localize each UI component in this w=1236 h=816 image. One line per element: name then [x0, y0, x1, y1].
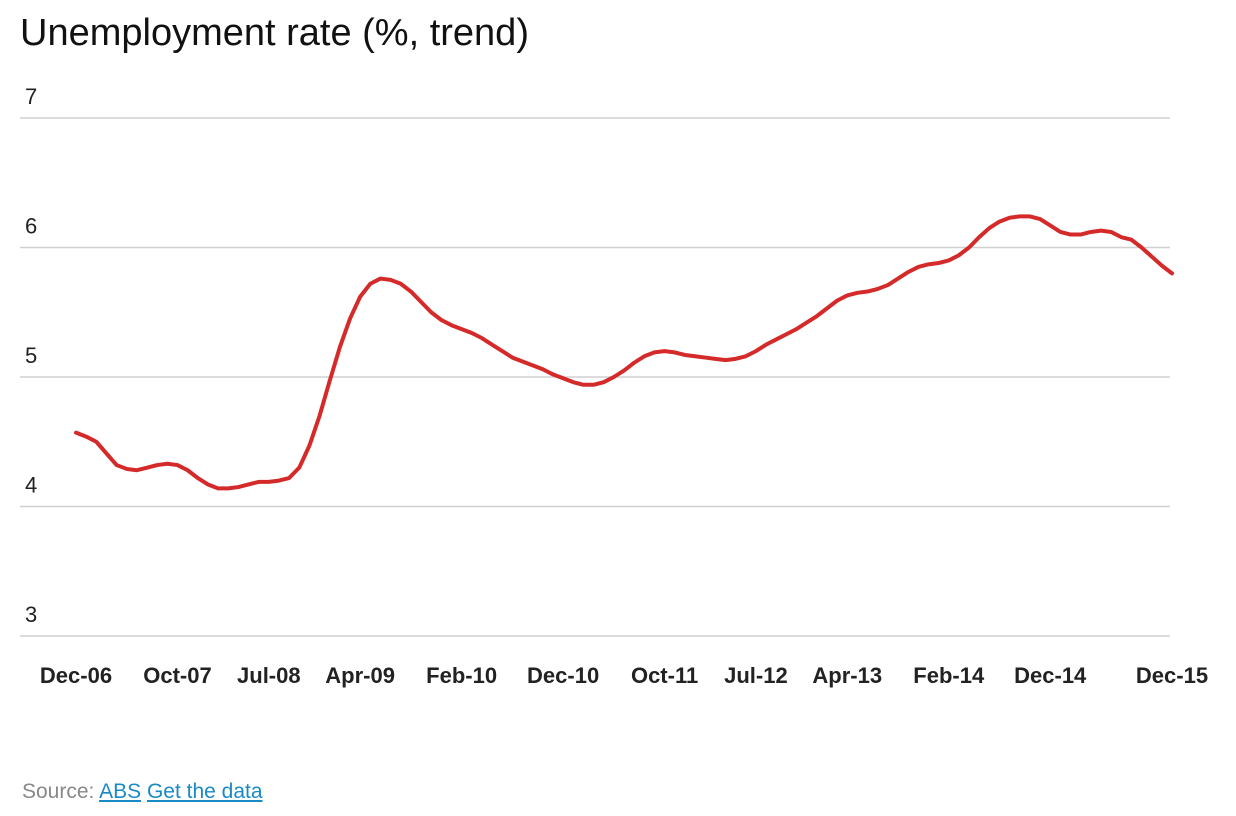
x-tick-label: Jul-12 — [724, 663, 788, 688]
y-tick-label: 5 — [25, 343, 37, 368]
x-tick-label: Dec-10 — [527, 663, 599, 688]
x-tick-label: Apr-09 — [325, 663, 395, 688]
data-link[interactable]: Get the data — [146, 780, 263, 803]
source-link[interactable]: ABS — [99, 780, 142, 803]
source-label: Source: — [22, 780, 95, 803]
chart: Unemployment rate (%, trend) 3 4 5 6 7 Dec-06… — [20, 12, 1208, 688]
x-tick-label: Dec-15 — [1136, 663, 1208, 688]
x-tick-label: Oct-07 — [143, 663, 211, 688]
y-tick-label: 4 — [25, 472, 37, 497]
x-tick-label: Feb-14 — [913, 663, 985, 688]
y-tick-label: 6 — [25, 213, 37, 238]
x-tick-label: Oct-11 — [631, 663, 698, 688]
chart-title: Unemployment rate (%, trend) — [20, 12, 529, 54]
source-line: Source: ABS Get the data — [22, 780, 263, 804]
x-tick-label: Apr-13 — [812, 663, 882, 688]
y-tick-label: 7 — [25, 84, 37, 109]
y-tick-label: 3 — [25, 602, 37, 627]
x-tick-label: Dec-06 — [40, 663, 112, 688]
line-series — [74, 214, 1174, 491]
x-tick-label: Jul-08 — [237, 663, 301, 688]
x-tick-label: Dec-14 — [1014, 663, 1087, 688]
x-tick-label: Feb-10 — [426, 663, 497, 688]
